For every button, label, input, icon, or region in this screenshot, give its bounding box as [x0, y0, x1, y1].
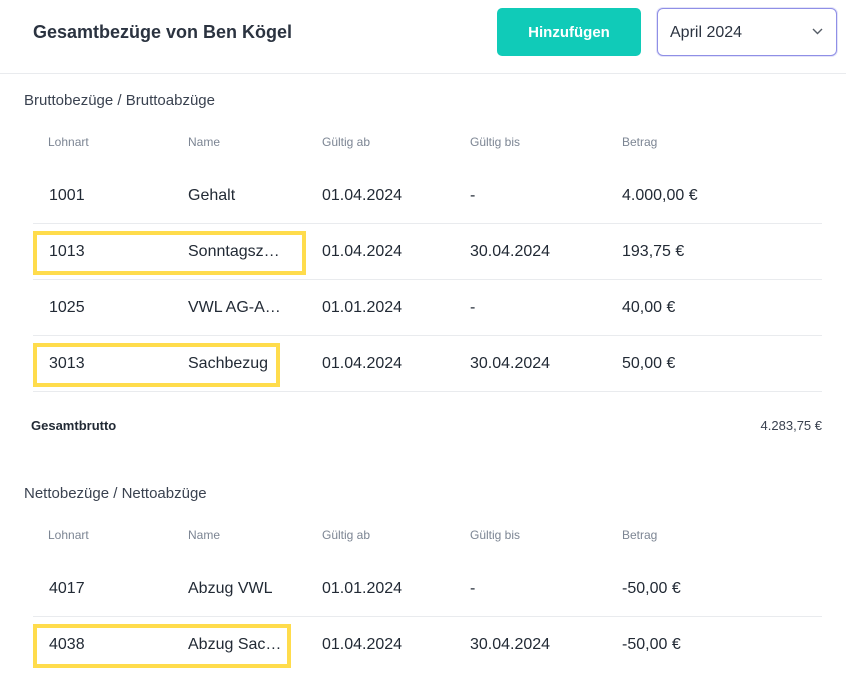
cell-betrag: 50,00 €	[622, 355, 676, 372]
add-button[interactable]: Hinzufügen	[497, 8, 641, 56]
col-head-gueltig-bis: Gültig bis	[470, 135, 521, 149]
col-head-betrag: Betrag	[622, 528, 658, 542]
cell-name: Abzug Sachbezug	[188, 636, 288, 653]
cell-gueltig-bis: -	[470, 299, 476, 316]
cell-gueltig-ab: 01.01.2024	[322, 580, 403, 597]
brutto-section-title: Bruttobezüge / Bruttoabzüge	[24, 92, 215, 109]
cell-name: Sachbezug	[188, 355, 269, 372]
cell-betrag: 4.000,00 €	[622, 187, 698, 204]
brutto-total-value: 4.283,75 €	[760, 418, 822, 433]
col-head-name: Name	[188, 528, 221, 542]
cell-betrag: 40,00 €	[622, 299, 676, 316]
cell-lohnart: 1013	[49, 243, 85, 260]
cell-lohnart: 4038	[49, 636, 85, 653]
col-head-gueltig-ab: Gültig ab	[322, 135, 371, 149]
cell-gueltig-ab: 01.04.2024	[322, 355, 403, 372]
cell-lohnart: 1001	[49, 187, 85, 204]
col-head-gueltig-ab: Gültig ab	[322, 528, 371, 542]
table-row[interactable]: 4017 Abzug VWL 01.01.2024 - -50,00 €	[33, 561, 822, 617]
month-select-value: April 2024	[670, 24, 743, 41]
cell-lohnart: 4017	[49, 580, 85, 597]
cell-gueltig-ab: 01.04.2024	[322, 636, 403, 653]
cell-betrag: -50,00 €	[622, 636, 681, 653]
table-row[interactable]: 4038 Abzug Sachbezug 01.04.2024 30.04.20…	[33, 617, 822, 673]
cell-gueltig-bis: -	[470, 187, 476, 204]
page-header: Gesamtbezüge von Ben Kögel Hinzufügen Ap…	[0, 0, 846, 74]
cell-lohnart: 3013	[49, 355, 85, 372]
table-row[interactable]: 1025 VWL AG-Anteil 01.01.2024 - 40,00 €	[33, 280, 822, 336]
cell-gueltig-ab: 01.04.2024	[322, 243, 403, 260]
cell-name: Gehalt	[188, 187, 236, 204]
brutto-total-label: Gesamtbrutto	[31, 418, 117, 433]
col-head-name: Name	[188, 135, 221, 149]
cell-gueltig-bis: -	[470, 580, 476, 597]
cell-gueltig-ab: 01.04.2024	[322, 187, 403, 204]
cell-lohnart: 1025	[49, 299, 85, 316]
col-head-lohnart: Lohnart	[48, 528, 89, 542]
cell-name: Abzug VWL	[188, 580, 273, 597]
cell-name: VWL AG-Anteil	[188, 299, 288, 316]
cell-betrag: 193,75 €	[622, 243, 685, 260]
table-row[interactable]: 3013 Sachbezug 01.04.2024 30.04.2024 50,…	[33, 336, 822, 392]
netto-section-title: Nettobezüge / Nettoabzüge	[24, 485, 207, 502]
cell-gueltig-bis: 30.04.2024	[470, 636, 551, 653]
cell-gueltig-ab: 01.01.2024	[322, 299, 403, 316]
cell-betrag: -50,00 €	[622, 580, 681, 597]
col-head-lohnart: Lohnart	[48, 135, 89, 149]
col-head-gueltig-bis: Gültig bis	[470, 528, 521, 542]
cell-name: Sonntagszuschlag	[188, 243, 288, 260]
cell-gueltig-bis: 30.04.2024	[470, 243, 551, 260]
cell-gueltig-bis: 30.04.2024	[470, 355, 551, 372]
col-head-betrag: Betrag	[622, 135, 658, 149]
table-row[interactable]: 1001 Gehalt 01.04.2024 - 4.000,00 €	[33, 168, 822, 224]
page-title: Gesamtbezüge von Ben Kögel	[33, 22, 293, 42]
table-row[interactable]: 1013 Sonntagszuschlag 01.04.2024 30.04.2…	[33, 224, 822, 280]
month-select[interactable]: April 2024	[657, 8, 837, 56]
chevron-down-icon	[812, 28, 823, 35]
